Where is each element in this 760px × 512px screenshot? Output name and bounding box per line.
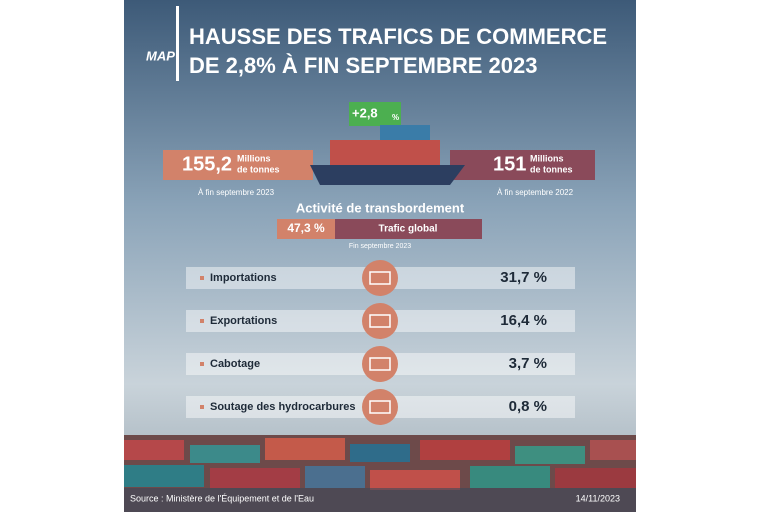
row-value: 31,7 % bbox=[500, 269, 547, 286]
logo: MAP bbox=[146, 48, 175, 63]
row-label: Cabotage bbox=[210, 358, 260, 370]
badge-unit: % bbox=[392, 113, 399, 122]
bullet bbox=[200, 319, 204, 323]
previous-value: 151 bbox=[493, 153, 526, 175]
trans-value-box bbox=[277, 219, 335, 239]
current-box bbox=[163, 150, 313, 180]
source: Source : Ministère de l'Équipement et de… bbox=[130, 493, 314, 503]
unit: Millions bbox=[530, 153, 564, 163]
unit: de tonnes bbox=[237, 164, 280, 174]
row-label: Soutage des hydrocarbures bbox=[210, 401, 356, 413]
row-icon-glyph bbox=[369, 271, 391, 285]
bullet bbox=[200, 405, 204, 409]
row-icon-glyph bbox=[369, 314, 391, 328]
row-value: 0,8 % bbox=[509, 398, 547, 415]
period: À fin septembre 2023 bbox=[198, 188, 275, 197]
title-rule bbox=[176, 6, 179, 81]
row-icon bbox=[362, 303, 398, 339]
section-title: Activité de transbordement bbox=[296, 200, 465, 215]
row-icon bbox=[362, 346, 398, 382]
ship-cargo bbox=[380, 125, 430, 140]
row-label: Exportations bbox=[210, 315, 277, 327]
period: À fin septembre 2022 bbox=[497, 188, 574, 197]
bullet bbox=[200, 362, 204, 366]
ship bbox=[310, 165, 465, 185]
row-icon-glyph bbox=[369, 400, 391, 414]
row-value: 3,7 % bbox=[509, 355, 547, 372]
title-line: HAUSSE DES TRAFICS DE COMMERCE bbox=[189, 24, 607, 49]
row-icon bbox=[362, 389, 398, 425]
period: Fin septembre 2023 bbox=[349, 243, 411, 250]
row-icon-glyph bbox=[369, 357, 391, 371]
ship-cargo bbox=[330, 140, 440, 165]
badge bbox=[349, 102, 401, 126]
background bbox=[124, 0, 636, 512]
trans-label-box bbox=[335, 219, 482, 239]
current-value: 155,2 bbox=[182, 153, 232, 175]
unit: Millions bbox=[237, 153, 271, 163]
previous-box bbox=[450, 150, 595, 180]
footer-bar bbox=[124, 488, 636, 512]
containers bbox=[124, 435, 636, 512]
trans-label: Trafic global bbox=[379, 224, 438, 235]
trans-value: 47,3 % bbox=[287, 221, 325, 235]
unit: de tonnes bbox=[530, 164, 573, 174]
bullet bbox=[200, 276, 204, 280]
row-value: 16,4 % bbox=[500, 312, 547, 329]
row-icon bbox=[362, 260, 398, 296]
badge-value: +2,8 bbox=[352, 105, 378, 120]
title-line: DE 2,8% À FIN SEPTEMBRE 2023 bbox=[189, 53, 537, 78]
date: 14/11/2023 bbox=[576, 493, 620, 503]
row-label: Importations bbox=[210, 272, 277, 284]
